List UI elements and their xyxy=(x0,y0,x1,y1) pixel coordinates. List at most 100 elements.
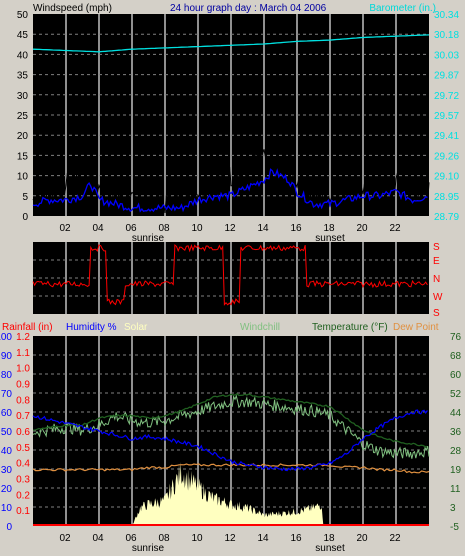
direction-label: S xyxy=(433,242,440,253)
humidity-tick-label: 10 xyxy=(1,503,13,514)
humidity-tick-label: 50 xyxy=(1,427,13,438)
top-right-tick-labels: 28.79 28.95 29.10 29.26 29.41 29.57 29.72 29.87… xyxy=(434,10,459,223)
series-solar xyxy=(33,462,429,526)
humidity-tick-label: 0 xyxy=(6,522,12,533)
temperature-tick-label: 52 xyxy=(450,389,462,400)
temperature-tick-label: 76 xyxy=(450,332,462,343)
windspeed-axis-title: Windspeed (mph) xyxy=(33,3,112,14)
chart-title: 24 hour graph day : March 04 2006 xyxy=(170,3,327,14)
rain-tick-label: 0.3 xyxy=(16,475,30,486)
windspeed-tick-label: 30 xyxy=(17,91,29,102)
rain-tick-label: 1.2 xyxy=(16,332,30,343)
x-tick-label: 10 xyxy=(191,533,203,544)
barometer-tick-label: 30.18 xyxy=(434,30,459,41)
windspeed-tick-label: 10 xyxy=(17,172,29,183)
windspeed-tick-label: 15 xyxy=(17,151,29,162)
x-tick-label: 12 xyxy=(224,533,236,544)
direction-label: W xyxy=(433,292,443,303)
barometer-tick-label: 30.03 xyxy=(434,50,459,61)
rain-tick-label: 0.2 xyxy=(16,490,30,501)
bottom-left-tick-labels: 0 10 20 30 40 50 60 70 80 90 100 0.1 0.2 0.3 0.4 0.5 0.6… xyxy=(0,332,30,533)
windspeed-tick-label: 40 xyxy=(17,50,29,61)
rain-tick-label: 0.5 xyxy=(16,443,30,454)
temperature-tick-label: 68 xyxy=(450,351,462,362)
bottom-series xyxy=(32,393,430,526)
windspeed-tick-label: 45 xyxy=(17,30,29,41)
bottom-x-tick-labels: 02 04 06 08 10 12 14 16 18 20 22 xyxy=(59,533,401,544)
top-x-tick-labels: 02 04 06 08 10 12 14 16 18 20 22 xyxy=(59,223,401,234)
x-tick-label: 22 xyxy=(389,223,401,234)
top-sunrise-label: sunrise xyxy=(132,233,165,244)
rain-tick-label: 0.9 xyxy=(16,380,30,391)
barometer-tick-label: 28.79 xyxy=(434,212,459,223)
temperature-tick-label: 60 xyxy=(450,370,462,381)
x-tick-label: 18 xyxy=(323,533,335,544)
direction-label: S xyxy=(433,308,440,319)
temperature-tick-label: -5 xyxy=(450,522,459,533)
rain-tick-label: 0.8 xyxy=(16,395,30,406)
series-temperature xyxy=(33,393,428,448)
windspeed-tick-label: 0 xyxy=(22,212,28,223)
direction-label: E xyxy=(433,256,440,267)
temperature-tick-label: 36 xyxy=(450,427,462,438)
x-tick-label: 22 xyxy=(389,533,401,544)
x-tick-label: 10 xyxy=(191,223,203,234)
x-tick-label: 14 xyxy=(257,223,269,234)
x-tick-label: 08 xyxy=(158,533,170,544)
humidity-tick-label: 40 xyxy=(1,446,13,457)
barometer-tick-label: 29.87 xyxy=(434,71,459,82)
x-tick-label: 18 xyxy=(323,223,335,234)
series-windspeed xyxy=(32,168,428,213)
bottom-right-tick-labels: -5 3 11 19 28 36 44 52 60 68 76 xyxy=(450,332,462,533)
x-tick-label: 14 xyxy=(257,533,269,544)
bottom-sunrise-label: sunrise xyxy=(132,543,165,554)
temperature-tick-label: 19 xyxy=(450,465,462,476)
series-barometer xyxy=(32,34,430,53)
legend-humidity: Humidity % xyxy=(66,322,117,333)
humidity-tick-label: 60 xyxy=(1,408,13,419)
temperature-tick-label: 11 xyxy=(450,484,461,495)
top-series xyxy=(32,34,430,216)
temperature-tick-label: 44 xyxy=(450,408,462,419)
x-tick-label: 04 xyxy=(92,533,104,544)
rain-tick-label: 0.4 xyxy=(16,459,30,470)
legend-rainfall: Rainfall (in) xyxy=(2,322,53,333)
barometer-tick-label: 29.72 xyxy=(434,91,459,102)
x-tick-label: 02 xyxy=(59,223,71,234)
x-tick-label: 08 xyxy=(158,223,170,234)
x-tick-label: 20 xyxy=(356,533,368,544)
series-dewpoint xyxy=(32,463,430,474)
barometer-tick-label: 29.10 xyxy=(434,172,459,183)
humidity-tick-label: 90 xyxy=(1,351,13,362)
legend-windchill: Windchill xyxy=(240,322,280,333)
windspeed-tick-label: 5 xyxy=(22,192,28,203)
x-tick-label: 06 xyxy=(125,533,137,544)
series-windchill xyxy=(32,394,430,459)
humidity-tick-label: 100 xyxy=(0,332,12,343)
barometer-axis-title: Barometer (in.) xyxy=(369,3,436,14)
x-tick-label: 16 xyxy=(290,533,302,544)
barometer-tick-label: 30.34 xyxy=(434,10,459,21)
rain-tick-label: 1.1 xyxy=(16,348,30,359)
temperature-tick-label: 28 xyxy=(450,446,462,457)
rain-tick-label: 0.7 xyxy=(16,411,30,422)
x-tick-label: 06 xyxy=(125,223,137,234)
direction-grid xyxy=(33,242,429,314)
direction-label: N xyxy=(433,274,440,285)
windspeed-tick-label: 20 xyxy=(17,131,29,142)
humidity-tick-label: 80 xyxy=(1,370,13,381)
humidity-tick-label: 70 xyxy=(1,389,13,400)
x-tick-label: 20 xyxy=(356,223,368,234)
rain-tick-label: 0.6 xyxy=(16,427,30,438)
top-sunset-label: sunset xyxy=(315,233,345,244)
barometer-tick-label: 28.95 xyxy=(434,192,459,203)
top-left-tick-labels: 0 5 10 15 20 25 30 35 40 45 50 xyxy=(17,10,29,223)
x-tick-label: 12 xyxy=(224,223,236,234)
rain-tick-label: 1.0 xyxy=(16,364,30,375)
temperature-tick-label: 3 xyxy=(450,503,456,514)
series-wind-gust xyxy=(32,136,430,216)
bottom-sunset-label: sunset xyxy=(315,543,345,554)
humidity-tick-label: 20 xyxy=(1,484,13,495)
barometer-tick-label: 29.26 xyxy=(434,151,459,162)
